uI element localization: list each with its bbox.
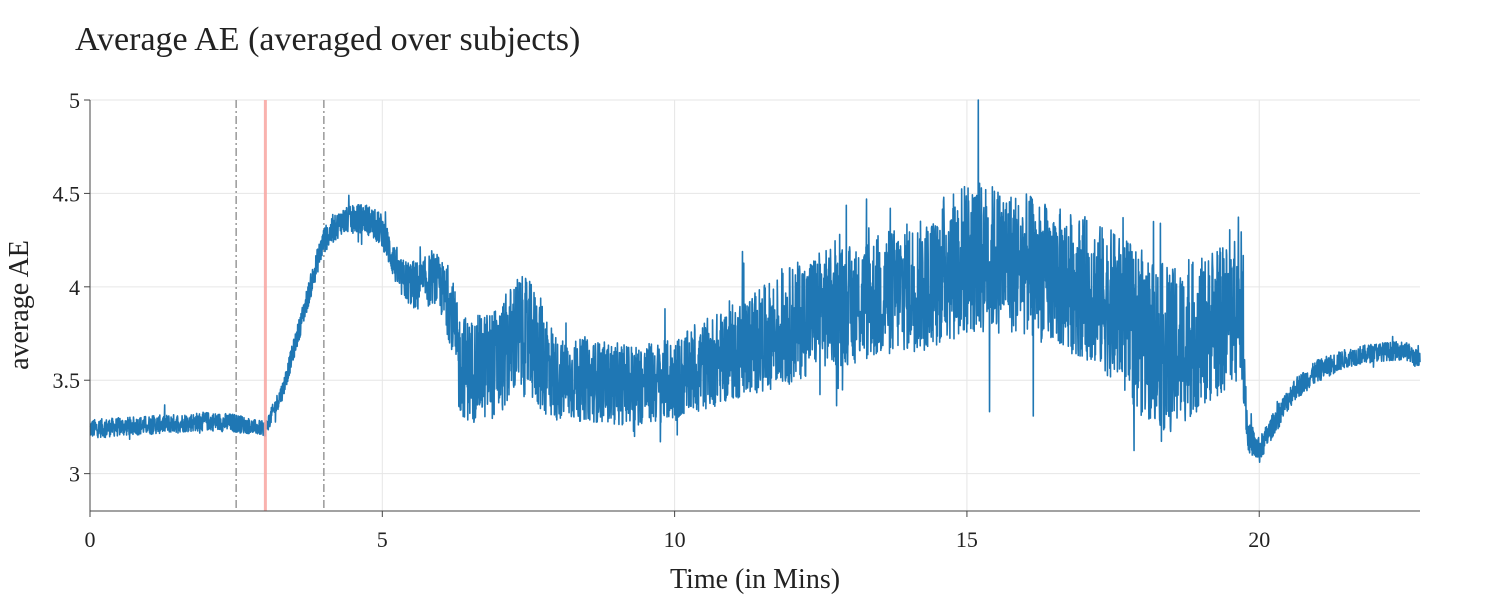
y-axis-title: average AE (4, 240, 35, 370)
axis-layer: 0 5 10 15 20 3 3.5 4 4.5 5 (53, 88, 1420, 552)
x-tick-label: 15 (956, 527, 978, 552)
chart-title: Average AE (averaged over subjects) (75, 21, 580, 58)
y-tick-label: 4 (69, 275, 80, 300)
y-tick-label: 5 (69, 88, 80, 113)
series-layer (89, 99, 1421, 511)
vertical-marker-layer (235, 100, 325, 511)
x-tick-label: 0 (85, 527, 96, 552)
y-tick-label: 3 (69, 462, 80, 487)
series-line (89, 99, 1421, 464)
y-tick-label: 3.5 (53, 368, 81, 393)
y-tick-label: 4.5 (53, 181, 81, 206)
x-tick-label: 20 (1248, 527, 1270, 552)
x-tick-label: 10 (664, 527, 686, 552)
x-tick-label: 5 (377, 527, 388, 552)
x-axis-title: Time (in Mins) (670, 564, 840, 595)
